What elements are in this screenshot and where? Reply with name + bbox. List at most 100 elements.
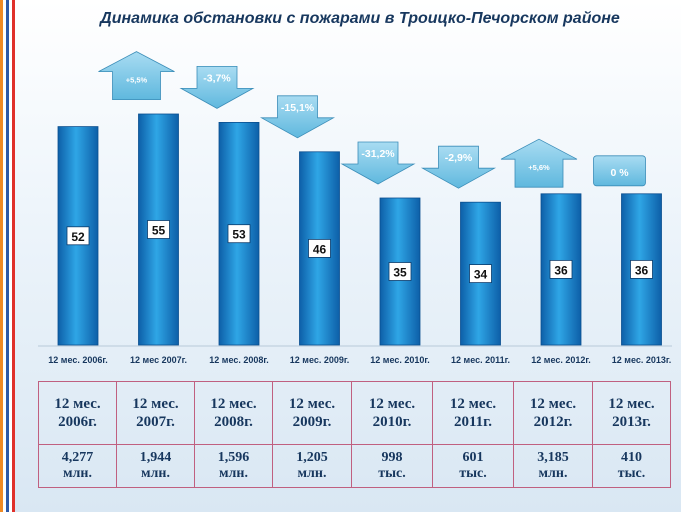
damage-cell-text: 3,185 (537, 450, 569, 465)
damage-cell: 3,185 млн. (513, 444, 593, 488)
change-label: -15,1% (281, 102, 315, 114)
value-label: 52 (71, 230, 85, 244)
damage-cell-text: млн. (63, 466, 92, 481)
damage-cell-text: млн. (538, 466, 568, 481)
damage-cell-text: 1,596 (217, 450, 250, 465)
up-arrow (500, 138, 578, 188)
chart-title: Динамика обстановки с пожарами в Троицко… (100, 10, 620, 27)
period-cell: 12 мес. 2007г. (116, 381, 195, 445)
damage-cell: 1,596 млн. (194, 444, 273, 488)
period-cell: 12 мес. 2008г. (194, 381, 273, 445)
value-label-box (630, 259, 653, 279)
no-change-box (593, 155, 646, 187)
damage-cell-text: 1,944 (139, 450, 172, 465)
table-row-damage: 4,277 млн. 1,944 млн. 1,596 млн. 1,205 млн. 998 т… (38, 444, 671, 488)
category-label: 12 мес. 2008г. (209, 355, 268, 365)
change-marker: -2,9% (420, 145, 497, 189)
period-cell-text: 12 мес. (288, 396, 336, 412)
period-cell-text: 2007г. (136, 414, 175, 430)
down-arrow (179, 66, 255, 109)
damage-cell-text: 410 (621, 450, 642, 465)
value-label-box (388, 262, 412, 281)
period-cell-text: 12 мес. (210, 396, 257, 412)
category-label: 12 мес. 2013г. (612, 355, 671, 365)
category-label: 12 мес. 2009г. (290, 355, 349, 365)
damage-cell: 4,277 млн. (38, 444, 117, 488)
change-label: -3,7% (203, 72, 231, 84)
period-cell-text: 2008г. (214, 414, 253, 430)
value-label-box (549, 259, 573, 279)
damage-cell-text: тыс. (617, 466, 646, 481)
period-cell: 12 мес. 2013г. (592, 381, 671, 445)
period-cell-text: 12 мес. (449, 396, 497, 412)
bar (299, 151, 340, 346)
change-label: -2,9% (445, 152, 473, 164)
damage-cell: 410 тыс. (592, 444, 671, 488)
period-cell-text: 12 мес. (54, 396, 101, 412)
damage-cell-text: млн. (219, 466, 248, 481)
change-label: +5,6% (528, 163, 550, 172)
period-cell-text: 2012г. (533, 414, 573, 430)
change-marker: -15,1% (259, 95, 336, 139)
down-arrow (420, 145, 497, 189)
damage-cell-text: 1,205 (296, 450, 328, 465)
down-arrow (259, 95, 336, 139)
period-cell: 12 мес. 2011г. (432, 381, 514, 445)
damage-cell-text: 998 (381, 450, 403, 465)
category-label: 12 мес. 2006г. (48, 355, 107, 365)
damage-cell: 998 тыс. (351, 444, 433, 488)
period-cell: 12 мес. 2010г. (351, 381, 433, 445)
period-cell-text: 12 мес. (529, 396, 577, 412)
category-label: 12 мес. 2012г. (531, 355, 590, 365)
change-marker: -3,7% (179, 66, 255, 109)
period-cell: 12 мес. 2006г. (38, 381, 117, 445)
period-cell-text: 12 мес. (132, 396, 179, 412)
up-arrow (98, 51, 175, 100)
value-label: 34 (474, 268, 488, 282)
value-label: 53 (232, 228, 246, 242)
change-label: -31,2% (361, 148, 395, 160)
change-marker: 0 % (593, 155, 646, 187)
period-cell-text: 12 мес. (608, 396, 655, 412)
damage-cell-text: 601 (462, 450, 484, 465)
value-label: 46 (313, 242, 327, 256)
damage-cell-text: тыс. (378, 466, 406, 481)
period-cell: 12 мес. 2012г. (513, 381, 593, 445)
decorative-stripes (0, 0, 16, 512)
period-cell-text: 2011г. (453, 414, 493, 430)
damage-table: 12 мес. 2006г. 12 мес. 2007г. 12 мес. 2008г. 1… (38, 381, 671, 488)
change-marker: -31,2% (340, 141, 416, 185)
value-label-box (227, 224, 251, 244)
period-cell-text: 12 мес. (368, 396, 416, 412)
period-cell-text: 2010г. (372, 414, 412, 430)
category-label: 12 мес. 2010г. (370, 355, 429, 365)
change-label: +5,5% (126, 76, 148, 85)
table-row-periods: 12 мес. 2006г. 12 мес. 2007г. 12 мес. 2008г. 1… (38, 381, 671, 445)
value-label-box (147, 220, 170, 239)
period-cell: 12 мес. 2009г. (272, 381, 352, 445)
period-cell-text: 2009г. (292, 414, 332, 430)
damage-cell-text: млн. (297, 466, 327, 481)
value-label: 36 (554, 263, 568, 277)
down-arrow (340, 141, 416, 185)
period-cell-text: 2006г. (58, 414, 97, 430)
damage-cell: 601 тыс. (432, 444, 514, 488)
value-label: 35 (393, 266, 407, 280)
damage-cell-text: млн. (141, 466, 170, 481)
change-marker: +5,5% (98, 51, 175, 100)
change-label: 0 % (610, 167, 629, 179)
damage-cell-text: 4,277 (61, 450, 94, 465)
period-cell-text: 2013г. (612, 414, 651, 430)
change-marker: +5,6% (500, 138, 578, 188)
value-label: 55 (152, 224, 166, 238)
bar-chart: 52 12 мес. 2006г. 55 12 мес 2007г. 53 12 мес.… (38, 51, 672, 365)
value-label-box (308, 238, 331, 258)
category-label: 12 мес 2007г. (130, 355, 187, 365)
value-label: 36 (635, 263, 649, 277)
category-label: 12 мес. 2011г. (451, 355, 510, 365)
damage-cell-text: тыс. (459, 466, 487, 481)
value-label-box (469, 264, 492, 284)
damage-cell: 1,205 млн. (272, 444, 352, 488)
damage-cell: 1,944 млн. (116, 444, 195, 488)
value-label-box (66, 226, 90, 246)
